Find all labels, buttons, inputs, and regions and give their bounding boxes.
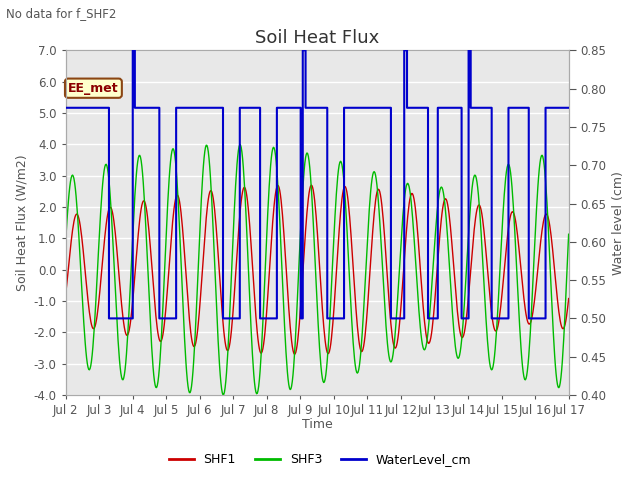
Text: No data for f_SHF2: No data for f_SHF2 (6, 7, 116, 20)
Text: EE_met: EE_met (68, 82, 119, 95)
Title: Soil Heat Flux: Soil Heat Flux (255, 29, 380, 48)
Legend: SHF1, SHF3, WaterLevel_cm: SHF1, SHF3, WaterLevel_cm (164, 448, 476, 471)
Y-axis label: Water level (cm): Water level (cm) (612, 171, 625, 275)
X-axis label: Time: Time (301, 419, 333, 432)
Y-axis label: Soil Heat Flux (W/m2): Soil Heat Flux (W/m2) (15, 155, 28, 291)
